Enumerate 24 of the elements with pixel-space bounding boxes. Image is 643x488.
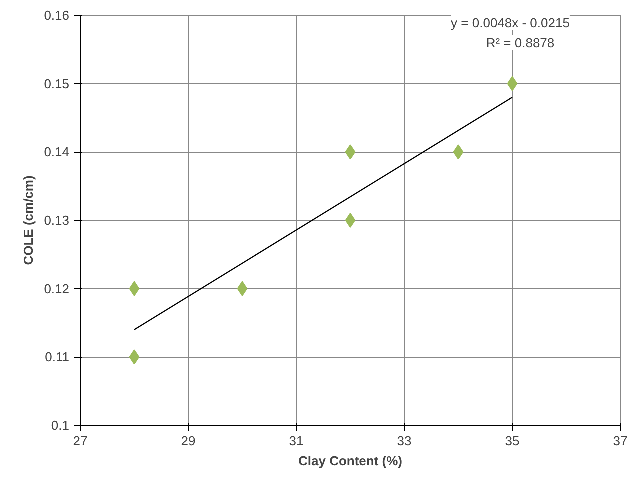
y-tick-label: 0.16 — [44, 8, 70, 23]
y-tick-label: 0.14 — [44, 144, 70, 160]
x-axis-title: Clay Content (%) — [298, 454, 402, 468]
y-tick-label: 0.12 — [44, 281, 70, 296]
y-tick-label: 0.1 — [51, 418, 70, 433]
y-tick-label: 0.11 — [45, 350, 70, 365]
point — [129, 350, 140, 365]
x-tick-label: 37 — [613, 434, 628, 448]
x-tick-label: 27 — [73, 434, 88, 448]
point — [129, 281, 140, 296]
point — [453, 144, 464, 160]
y-tick-label: 0.15 — [44, 76, 70, 92]
point — [237, 281, 248, 296]
annotation: y = 0.0048x - 0.0215 — [451, 16, 570, 30]
x-tick-label: 31 — [289, 434, 304, 448]
point — [345, 144, 356, 160]
y-tick-label: 0.13 — [44, 213, 70, 228]
x-tick-label: 29 — [181, 434, 196, 448]
annotation: R² = 0.8878 — [486, 36, 555, 50]
point — [345, 213, 356, 228]
point — [507, 76, 518, 92]
y-axis-title: COLE (cm/cm) — [21, 176, 36, 266]
x-tick-label: 35 — [505, 434, 520, 448]
x-tick-label: 33 — [397, 434, 412, 448]
